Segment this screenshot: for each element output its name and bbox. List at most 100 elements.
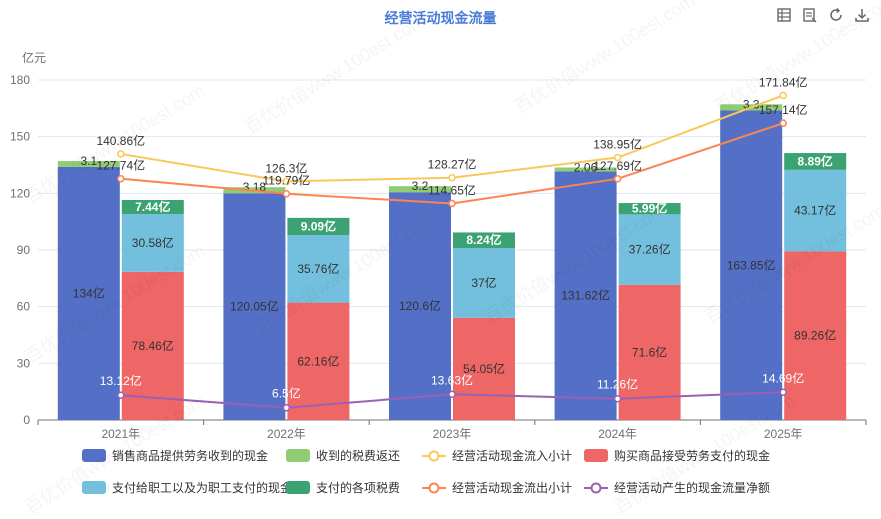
bar-value-label: 131.62亿 bbox=[561, 288, 610, 303]
bar-outflow-2 bbox=[784, 153, 847, 170]
data-view-icon[interactable] bbox=[775, 6, 793, 24]
bar-inflow-0 bbox=[223, 193, 286, 420]
line-value-label: 14.69亿 bbox=[762, 370, 804, 385]
line-point-2 bbox=[282, 403, 291, 412]
legend-marker bbox=[428, 482, 440, 494]
legend-swatch bbox=[82, 481, 106, 494]
line-value-label: 11.26亿 bbox=[597, 377, 638, 392]
legend-label: 支付给职工以及为职工支付的现金 bbox=[112, 480, 292, 495]
line-point-0 bbox=[779, 91, 787, 100]
legend-marker bbox=[428, 450, 440, 462]
bar-value-label: 54.05亿 bbox=[463, 361, 505, 376]
line-value-label: 157.14亿 bbox=[759, 102, 808, 117]
line-point-0 bbox=[282, 177, 291, 186]
line-point-2 bbox=[613, 394, 622, 403]
x-tick-label: 2021年 bbox=[101, 427, 140, 441]
legend-label: 经营活动现金流出小计 bbox=[452, 480, 572, 495]
y-tick-label: 180 bbox=[10, 73, 30, 87]
bar-outflow-2 bbox=[618, 203, 681, 215]
y-tick-label: 60 bbox=[17, 300, 31, 314]
legend-label: 经营活动产生的现金流量净额 bbox=[614, 480, 770, 495]
line-point-0 bbox=[613, 153, 622, 162]
bar-outflow-2 bbox=[287, 217, 350, 236]
bar-value-label: 7.44亿 bbox=[135, 199, 170, 214]
bar-value-label: 3.2 bbox=[412, 179, 429, 193]
legend-label: 收到的税费返还 bbox=[316, 448, 400, 463]
line-value-label: 114.65亿 bbox=[428, 182, 476, 197]
line-point-2 bbox=[448, 390, 456, 399]
bar-value-label: 37亿 bbox=[471, 275, 496, 290]
line-value-label: 119.79亿 bbox=[262, 173, 310, 188]
line-point-2 bbox=[117, 391, 125, 399]
legend-swatch bbox=[82, 449, 106, 462]
y-tick-label: 30 bbox=[17, 356, 31, 370]
download-icon[interactable] bbox=[853, 6, 871, 24]
bar-outflow-0 bbox=[784, 251, 847, 420]
y-tick-label: 90 bbox=[17, 243, 31, 257]
legend-swatch bbox=[584, 449, 608, 462]
bar-value-label: 120.05亿 bbox=[230, 299, 279, 314]
line-value-label: 127.69亿 bbox=[593, 158, 642, 173]
bar-value-label: 5.99亿 bbox=[632, 201, 667, 216]
legend-marker bbox=[590, 482, 602, 494]
line-point-1 bbox=[613, 175, 622, 183]
bar-outflow-0 bbox=[287, 302, 350, 420]
legend-label: 支付的各项税费 bbox=[316, 480, 400, 495]
bar-value-label: 35.76亿 bbox=[297, 261, 339, 276]
line-point-0 bbox=[117, 150, 125, 158]
bar-value-label: 71.6亿 bbox=[632, 344, 667, 359]
restore-icon[interactable] bbox=[801, 6, 819, 24]
line-point-1 bbox=[779, 119, 787, 127]
line-point-1 bbox=[448, 199, 456, 208]
legend-swatch bbox=[286, 449, 310, 462]
x-tick-label: 2022年 bbox=[267, 427, 306, 441]
bar-value-label: 43.17亿 bbox=[794, 203, 836, 218]
bar-value-label: 89.26亿 bbox=[794, 328, 836, 343]
legend-label: 购买商品接受劳务支付的现金 bbox=[614, 448, 770, 463]
line-value-label: 6.5亿 bbox=[272, 386, 301, 401]
line-value-label: 127.74亿 bbox=[96, 158, 145, 173]
bar-outflow-2 bbox=[453, 232, 515, 249]
legend-label: 销售商品提供劳务收到的现金 bbox=[112, 448, 268, 463]
line-point-1 bbox=[117, 174, 125, 183]
legend-swatch bbox=[286, 481, 310, 494]
bar-outflow-1 bbox=[784, 169, 847, 252]
bar-outflow-1 bbox=[121, 214, 184, 272]
bar-value-label: 2.06 bbox=[574, 160, 598, 174]
bar-inflow-1 bbox=[389, 186, 451, 193]
line-value-label: 126.3亿 bbox=[265, 160, 307, 175]
bar-outflow-2 bbox=[121, 199, 184, 215]
line-value-label: 138.95亿 bbox=[593, 137, 642, 152]
line-value-label: 128.27亿 bbox=[428, 157, 477, 172]
x-tick-label: 2024年 bbox=[598, 427, 637, 441]
line-point-1 bbox=[282, 189, 291, 198]
line-point-2 bbox=[779, 388, 787, 397]
bar-inflow-0 bbox=[57, 166, 120, 420]
line-value-label: 13.63亿 bbox=[431, 372, 473, 387]
bar-outflow-1 bbox=[453, 248, 515, 318]
bar-inflow-0 bbox=[720, 110, 783, 420]
y-tick-label: 150 bbox=[10, 130, 30, 144]
bar-inflow-1 bbox=[57, 161, 120, 167]
y-tick-label: 120 bbox=[10, 186, 30, 200]
refresh-icon[interactable] bbox=[827, 6, 845, 24]
bar-value-label: 8.89亿 bbox=[798, 153, 833, 168]
bar-value-label: 8.24亿 bbox=[466, 232, 501, 247]
bar-value-label: 78.46亿 bbox=[132, 338, 174, 353]
chart-title: 经营活动现金流量 bbox=[384, 10, 497, 26]
bar-outflow-0 bbox=[453, 317, 515, 420]
bar-value-label: 30.58亿 bbox=[132, 235, 174, 250]
bar-value-label: 120.6亿 bbox=[399, 298, 441, 313]
x-tick-label: 2025年 bbox=[764, 427, 803, 441]
line-value-label: 13.12亿 bbox=[100, 373, 142, 388]
bar-value-label: 3.1 bbox=[80, 154, 97, 168]
bar-value-label: 37.26亿 bbox=[629, 242, 671, 257]
line-value-label: 171.84亿 bbox=[759, 74, 808, 89]
bar-inflow-0 bbox=[389, 192, 451, 420]
bar-inflow-0 bbox=[554, 171, 617, 420]
line-value-label: 140.86亿 bbox=[96, 133, 145, 148]
bar-inflow-1 bbox=[554, 167, 617, 172]
chart-toolbar bbox=[775, 6, 871, 24]
x-tick-label: 2023年 bbox=[433, 427, 472, 441]
y-tick-label: 0 bbox=[23, 413, 30, 427]
